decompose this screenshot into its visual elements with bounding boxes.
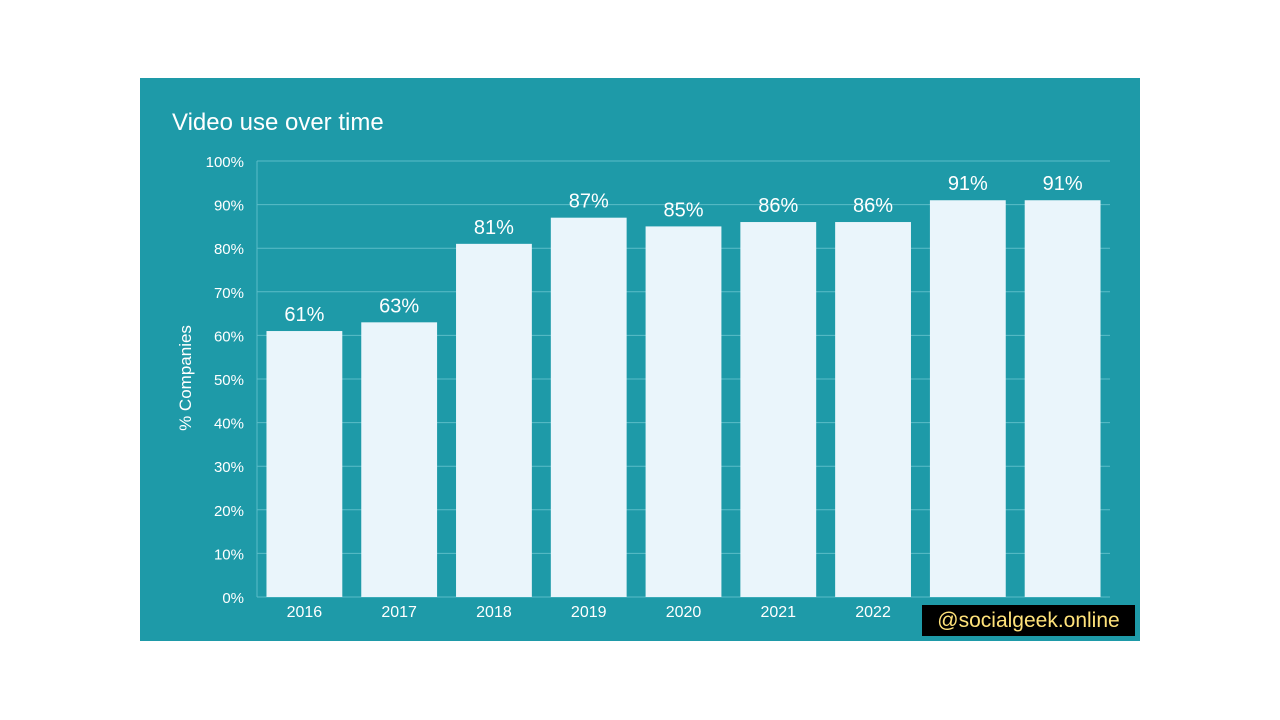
x-tick-label: 2018 xyxy=(476,604,512,621)
data-labels: 61% 63% 81% 87% 85% 86% 86% 91% 91% xyxy=(284,173,1082,326)
bar xyxy=(740,222,817,598)
x-tick-label: 2020 xyxy=(666,604,702,621)
y-tick-label: 80% xyxy=(214,241,244,258)
bar xyxy=(929,200,1006,597)
y-tick-label: 0% xyxy=(222,590,244,607)
bar xyxy=(456,243,532,597)
bar xyxy=(361,322,438,597)
chart-title: Video use over time xyxy=(172,109,384,136)
bars xyxy=(266,200,1101,598)
bar xyxy=(835,222,911,598)
x-tick-label: 2017 xyxy=(381,604,417,621)
chart: Video use over time % Companies 0% 10% 20%… xyxy=(140,78,1140,641)
watermark: @socialgeek.online xyxy=(922,605,1135,636)
y-tick-label: 60% xyxy=(214,328,244,345)
bar xyxy=(1024,200,1101,597)
data-label: 91% xyxy=(1043,173,1083,195)
x-tick-label: 2019 xyxy=(571,604,607,621)
data-label: 86% xyxy=(853,195,893,217)
x-tick-label: 2022 xyxy=(855,604,891,621)
y-tick-label: 40% xyxy=(214,416,244,433)
data-label: 87% xyxy=(569,191,609,213)
data-label: 85% xyxy=(663,199,703,221)
bar xyxy=(266,331,343,597)
data-label: 91% xyxy=(948,173,988,195)
data-label: 86% xyxy=(758,195,798,217)
y-tick-labels: 0% 10% 20% 30% 40% 50% 60% 70% 80% 90% 100% xyxy=(206,154,244,607)
x-tick-label: 2016 xyxy=(287,604,323,621)
y-tick-label: 90% xyxy=(214,198,244,215)
y-tick-label: 20% xyxy=(214,503,244,520)
y-axis-label: % Companies xyxy=(176,325,195,431)
bar xyxy=(645,226,722,597)
data-label: 61% xyxy=(284,304,324,326)
bar xyxy=(550,217,627,597)
chart-panel: Video use over time % Companies 0% 10% 20%… xyxy=(140,78,1140,641)
data-label: 81% xyxy=(474,217,514,239)
y-tick-label: 10% xyxy=(214,546,244,563)
data-label: 63% xyxy=(379,295,419,317)
x-tick-label: 2021 xyxy=(760,604,796,621)
y-tick-label: 50% xyxy=(214,372,244,389)
y-tick-label: 70% xyxy=(214,285,244,302)
y-tick-label: 30% xyxy=(214,459,244,476)
y-tick-label: 100% xyxy=(206,154,244,171)
